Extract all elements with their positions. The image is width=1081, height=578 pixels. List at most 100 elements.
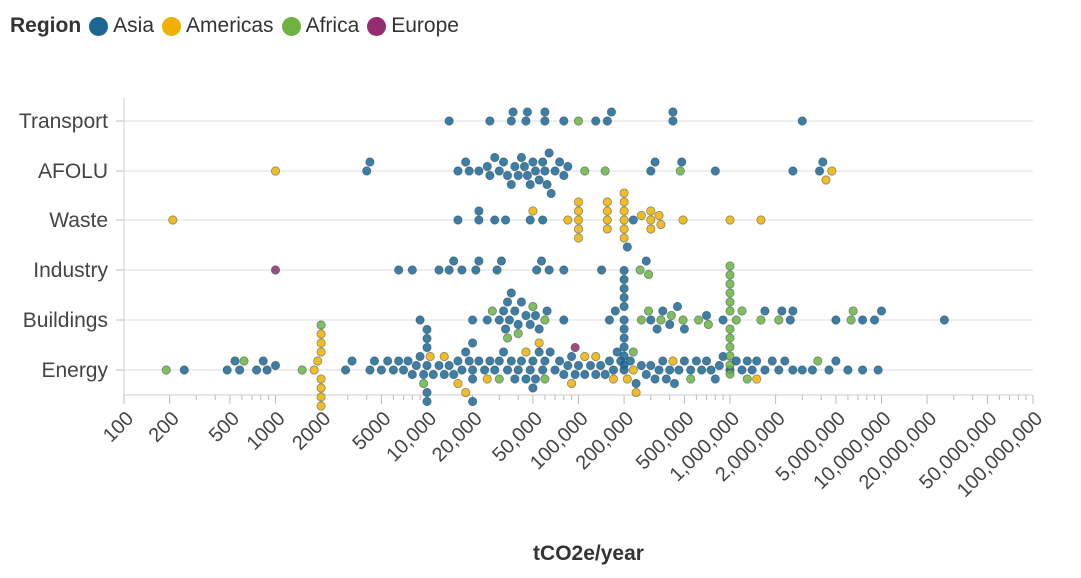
data-point-americas-waste[interactable] — [619, 188, 629, 198]
data-point-asia-energy[interactable] — [550, 365, 560, 375]
data-point-africa-buildings[interactable] — [725, 297, 735, 307]
data-point-asia-energy[interactable] — [506, 356, 516, 366]
data-point-asia-transport[interactable] — [602, 116, 612, 126]
data-point-americas-waste[interactable] — [619, 224, 629, 234]
data-point-asia-buildings[interactable] — [534, 324, 544, 334]
data-point-asia-energy[interactable] — [468, 374, 478, 384]
data-point-asia-afolu[interactable] — [502, 170, 513, 181]
data-point-americas-waste[interactable] — [563, 215, 573, 225]
data-point-africa-afolu[interactable] — [580, 166, 590, 176]
data-point-asia-afolu[interactable] — [559, 170, 569, 181]
data-point-asia-afolu[interactable] — [494, 166, 504, 176]
data-point-asia-energy[interactable] — [251, 365, 262, 375]
data-point-africa-energy[interactable] — [419, 378, 429, 389]
data-point-asia-afolu[interactable] — [788, 166, 798, 176]
data-point-asia-waste[interactable] — [500, 215, 511, 225]
data-point-asia-energy[interactable] — [474, 356, 484, 366]
data-point-asia-energy[interactable] — [585, 360, 596, 371]
data-point-asia-buildings[interactable] — [494, 315, 504, 325]
data-point-asia-energy[interactable] — [570, 369, 580, 380]
data-point-americas-energy[interactable] — [309, 365, 319, 375]
data-point-americas-waste[interactable] — [646, 206, 656, 216]
data-point-asia-energy[interactable] — [513, 365, 523, 375]
data-point-americas-energy[interactable] — [316, 338, 326, 348]
data-point-americas-waste[interactable] — [636, 210, 646, 221]
data-point-americas-waste[interactable] — [646, 224, 656, 234]
data-point-africa-buildings[interactable] — [725, 288, 735, 298]
data-point-asia-afolu[interactable] — [710, 166, 720, 176]
data-point-asia-transport[interactable] — [797, 116, 807, 126]
data-point-asia-buildings[interactable] — [506, 288, 516, 298]
data-point-asia-buildings[interactable] — [777, 306, 787, 316]
legend-item-americas[interactable]: Americas — [162, 14, 274, 38]
data-point-africa-energy[interactable] — [813, 356, 823, 366]
data-point-europe-industry[interactable] — [270, 265, 281, 275]
data-point-americas-energy[interactable] — [752, 374, 762, 384]
data-point-asia-energy[interactable] — [457, 365, 467, 375]
data-point-asia-transport[interactable] — [591, 116, 601, 126]
data-point-asia-buildings[interactable] — [718, 315, 728, 325]
data-point-asia-energy[interactable] — [502, 365, 513, 375]
data-point-asia-energy[interactable] — [521, 374, 531, 384]
data-point-americas-waste[interactable] — [573, 197, 584, 207]
data-point-asia-buildings[interactable] — [482, 315, 492, 325]
data-point-asia-energy[interactable] — [831, 356, 841, 366]
data-point-americas-waste[interactable] — [528, 206, 538, 216]
data-point-asia-energy[interactable] — [669, 378, 680, 389]
data-point-americas-waste[interactable] — [573, 206, 584, 216]
data-point-americas-energy[interactable] — [521, 347, 531, 357]
data-point-asia-energy[interactable] — [752, 356, 762, 366]
data-point-asia-energy[interactable] — [737, 365, 747, 375]
data-point-asia-energy[interactable] — [494, 356, 504, 366]
data-point-asia-energy[interactable] — [641, 369, 651, 380]
data-point-asia-buildings[interactable] — [619, 292, 629, 303]
data-point-americas-energy[interactable] — [580, 351, 590, 362]
data-point-americas-energy[interactable] — [316, 374, 326, 384]
data-point-asia-afolu[interactable] — [453, 166, 463, 176]
data-point-asia-energy[interactable] — [554, 356, 565, 366]
data-point-asia-energy[interactable] — [604, 356, 615, 366]
data-point-asia-energy[interactable] — [369, 356, 380, 366]
data-point-asia-energy[interactable] — [516, 356, 527, 366]
data-point-asia-energy[interactable] — [528, 383, 538, 393]
data-point-asia-afolu[interactable] — [474, 166, 484, 176]
data-point-africa-buildings[interactable] — [528, 301, 538, 312]
data-point-americas-energy[interactable] — [316, 383, 326, 393]
data-point-africa-buildings[interactable] — [737, 306, 747, 316]
data-point-asia-afolu[interactable] — [498, 157, 509, 167]
data-point-asia-energy[interactable] — [714, 360, 724, 371]
data-point-asia-buildings[interactable] — [665, 319, 675, 330]
data-point-americas-energy[interactable] — [425, 351, 435, 362]
data-point-asia-energy[interactable] — [600, 369, 610, 380]
data-point-americas-waste[interactable] — [619, 197, 629, 207]
data-point-asia-energy[interactable] — [464, 356, 474, 366]
data-point-americas-energy[interactable] — [313, 356, 323, 366]
data-point-asia-buildings[interactable] — [504, 315, 515, 325]
data-point-asia-energy[interactable] — [710, 374, 720, 384]
data-point-asia-energy[interactable] — [422, 387, 432, 398]
data-point-asia-waste[interactable] — [474, 215, 484, 225]
data-point-asia-waste[interactable] — [538, 215, 548, 225]
data-point-asia-energy[interactable] — [179, 365, 189, 375]
data-point-asia-buildings[interactable] — [542, 306, 552, 316]
data-point-americas-waste[interactable] — [756, 215, 766, 225]
data-point-asia-energy[interactable] — [411, 360, 421, 371]
data-point-americas-afolu[interactable] — [270, 166, 281, 176]
data-point-americas-energy[interactable] — [631, 387, 641, 398]
data-point-africa-buildings[interactable] — [725, 306, 735, 316]
data-point-asia-buildings[interactable] — [760, 306, 770, 316]
data-point-asia-buildings[interactable] — [521, 310, 531, 321]
data-point-asia-waste[interactable] — [474, 206, 484, 216]
data-point-asia-buildings[interactable] — [619, 333, 629, 343]
data-point-americas-waste[interactable] — [602, 224, 612, 234]
data-point-asia-energy[interactable] — [347, 356, 357, 366]
data-point-asia-afolu[interactable] — [540, 166, 550, 176]
data-point-africa-buildings[interactable] — [848, 306, 858, 316]
data-point-asia-buildings[interactable] — [939, 315, 949, 325]
data-point-asia-energy[interactable] — [468, 365, 478, 375]
data-point-asia-afolu[interactable] — [506, 179, 516, 190]
data-point-africa-industry[interactable] — [635, 265, 645, 275]
data-point-africa-energy[interactable] — [628, 347, 638, 357]
data-point-asia-energy[interactable] — [394, 356, 404, 366]
data-point-asia-energy[interactable] — [742, 356, 752, 366]
